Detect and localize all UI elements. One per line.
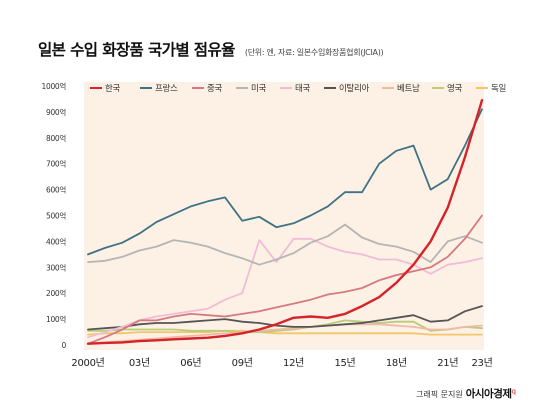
y-tick-label: 100억 <box>46 315 66 324</box>
x-axis-ticks: 2000년 03년 06년 09년 12년 15년 18년 21년 23년 <box>71 357 492 369</box>
x-tick-label: 21년 <box>437 357 458 369</box>
title-row: 일본 수입 화장품 국가별 점유율 (단위: 엔, 자료: 일본수입화장품협회(… <box>38 38 384 60</box>
x-tick-label: 09년 <box>232 357 253 369</box>
x-tick-label: 23년 <box>471 357 492 369</box>
series-line <box>87 108 483 256</box>
y-tick-label: 600억 <box>46 186 66 195</box>
y-tick-label: 0 <box>62 341 67 350</box>
x-tick-label: 06년 <box>180 357 201 369</box>
legend-label: 이탈리아 <box>339 83 370 94</box>
x-tick-label: 15년 <box>334 357 355 369</box>
x-tick-label: 2000년 <box>71 357 104 369</box>
chart-title: 일본 수입 화장품 국가별 점유율 <box>38 41 235 59</box>
y-tick-label: 800억 <box>46 134 66 143</box>
series-line <box>87 214 483 345</box>
series-line <box>87 319 483 333</box>
y-tick-label: 400억 <box>46 237 66 246</box>
chart-subtitle: (단위: 엔, 자료: 일본수입화장품협회(JCIA)) <box>244 48 384 57</box>
plot-background <box>84 82 484 350</box>
legend-label: 태국 <box>295 84 311 94</box>
series-line <box>86 99 484 345</box>
legend-label: 미국 <box>251 84 267 94</box>
series-line <box>87 223 483 266</box>
x-tick-label: 18년 <box>386 357 407 369</box>
y-axis-ticks: 1000억 900억 800억 700억 600억 500억 400억 300억 200억 100… <box>42 82 67 350</box>
series-line <box>87 237 483 339</box>
legend: 한국 프랑스 중국 미국 태국 이탈리아 베트남 영국 독일 <box>90 83 506 94</box>
x-tick-label: 12년 <box>283 357 304 369</box>
y-tick-label: 300억 <box>46 263 66 272</box>
y-tick-label: 900억 <box>46 108 66 117</box>
x-tick-label: 03년 <box>129 357 150 369</box>
y-tick-label: 1000억 <box>42 82 67 91</box>
series-line <box>87 305 483 331</box>
legend-label: 영국 <box>447 83 463 94</box>
credit-author: 그래픽 문지원 <box>416 390 463 399</box>
series-line <box>87 323 483 345</box>
credit: 그래픽 문지원 아시아경제q <box>416 386 516 401</box>
legend-label: 한국 <box>105 84 121 94</box>
series-line <box>87 329 483 336</box>
y-tick-label: 700억 <box>46 160 66 169</box>
legend-label: 베트남 <box>397 84 420 94</box>
legend-label: 독일 <box>491 84 506 94</box>
y-tick-label: 200억 <box>46 289 66 298</box>
credit-brand: 아시아경제 <box>465 388 512 400</box>
legend-label: 프랑스 <box>155 83 178 94</box>
y-tick-label: 500억 <box>46 212 66 221</box>
series-layer <box>86 99 484 345</box>
legend-label: 중국 <box>207 84 223 94</box>
brand-mark: q <box>511 387 516 396</box>
